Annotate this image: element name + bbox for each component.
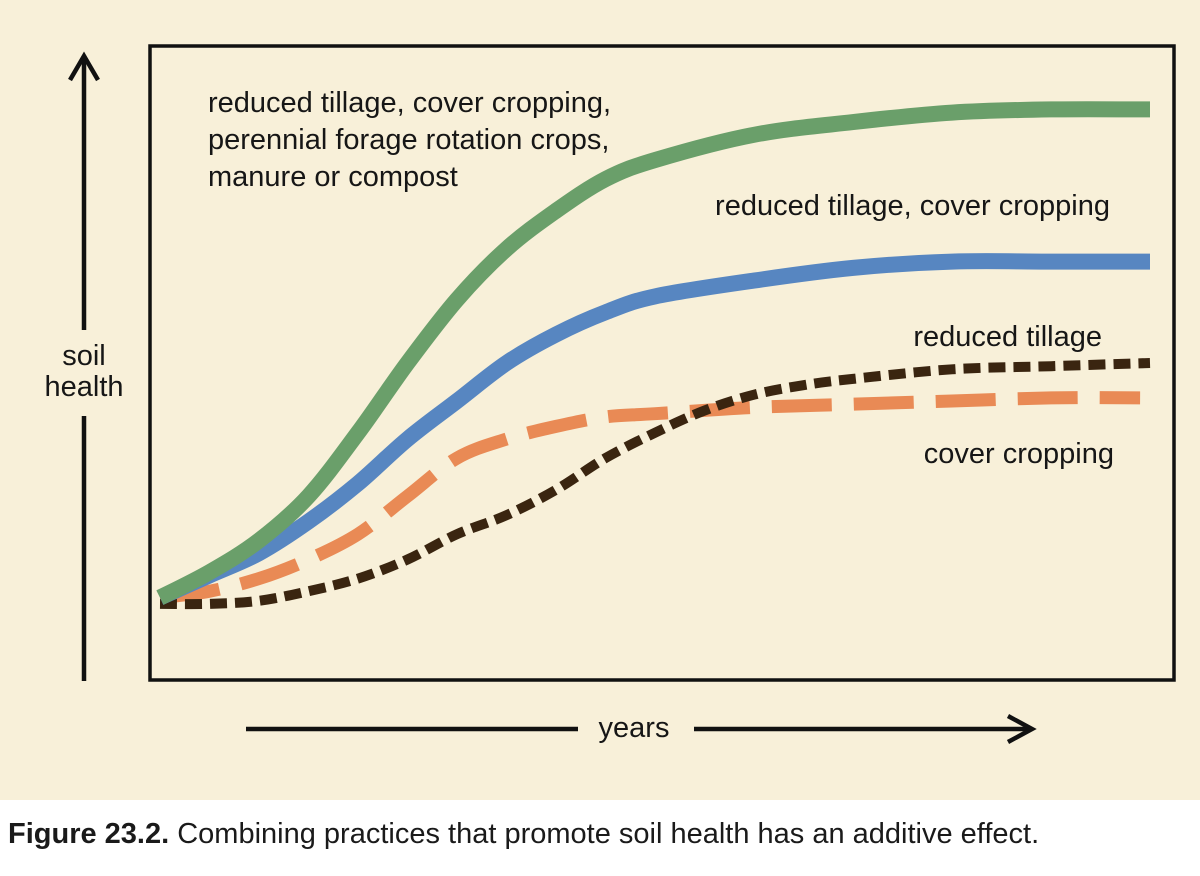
series-label-cover-cropping: cover cropping xyxy=(924,438,1114,470)
caption-label: Figure 23.2. xyxy=(8,818,170,850)
series-line-tillage-cover xyxy=(156,253,1150,605)
caption-text: Combining practices that promote soil he… xyxy=(169,818,1040,850)
series-layer xyxy=(156,101,1151,610)
y-axis-label-line2: health xyxy=(44,371,123,403)
series-label-combined-line1: reduced tillage, cover cropping, xyxy=(208,87,611,119)
series-label-combined-line2: perennial forage rotation crops, xyxy=(208,124,609,156)
series-line-combined xyxy=(156,101,1151,605)
y-axis-label-line1: soil xyxy=(62,340,106,372)
series-label-tillage-cover: reduced tillage, cover cropping xyxy=(715,190,1110,222)
x-axis-label: years xyxy=(599,712,670,744)
plot-frame xyxy=(148,44,1176,682)
x-axis-arrow xyxy=(246,714,1037,744)
soil-health-chart: soil health years reduced tillage, cover… xyxy=(44,44,1176,744)
y-axis-arrow xyxy=(68,51,100,681)
figure-caption: Figure 23.2. Combining practices that pr… xyxy=(8,818,1188,851)
series-line-cover-cropping xyxy=(159,391,1141,605)
series-label-combined-line3: manure or compost xyxy=(208,161,458,193)
series-label-reduced-tillage: reduced tillage xyxy=(913,321,1102,353)
series-line-reduced-tillage xyxy=(159,358,1151,610)
figure-panel xyxy=(0,0,1200,800)
